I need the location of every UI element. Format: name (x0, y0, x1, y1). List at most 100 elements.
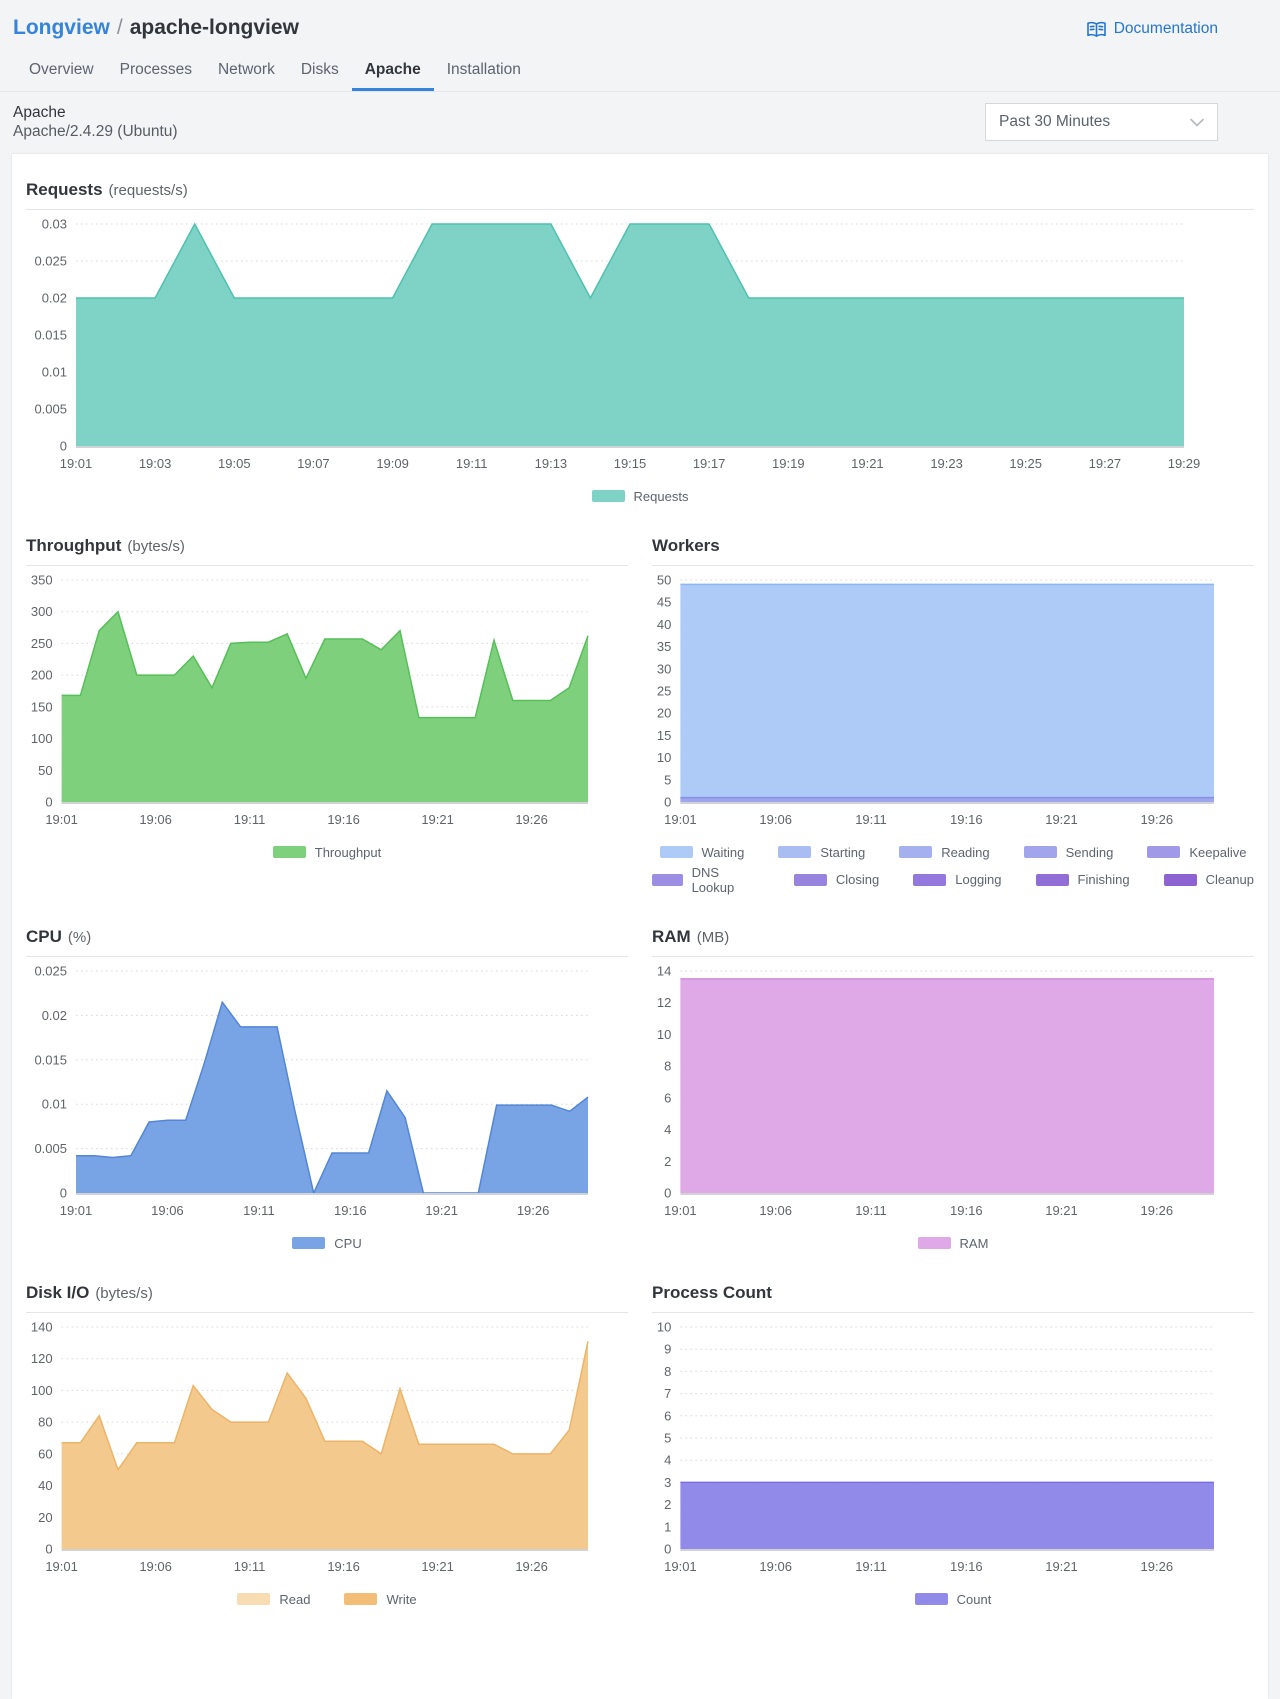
svg-text:0.02: 0.02 (42, 1008, 67, 1023)
page-header: Longview / apache-longview Documentation (0, 0, 1280, 40)
tab-overview[interactable]: Overview (16, 50, 107, 91)
legend-item: Requests (592, 489, 689, 504)
legend-item: Waiting (660, 845, 745, 860)
legend-item: Throughput (273, 845, 382, 860)
svg-text:19:11: 19:11 (234, 812, 266, 827)
legend-label: Sending (1066, 845, 1114, 860)
legend-item: Cleanup (1164, 865, 1254, 895)
svg-text:4: 4 (664, 1452, 671, 1467)
svg-text:12: 12 (657, 995, 671, 1010)
svg-text:19:09: 19:09 (376, 456, 409, 471)
svg-text:19:16: 19:16 (327, 812, 360, 827)
svg-text:0.03: 0.03 (42, 216, 67, 231)
chart-title: CPU (26, 927, 62, 947)
tab-installation[interactable]: Installation (434, 50, 534, 91)
svg-text:19:01: 19:01 (45, 812, 78, 827)
breadcrumb-current: apache-longview (130, 16, 299, 39)
tab-network[interactable]: Network (205, 50, 288, 91)
svg-text:0: 0 (45, 794, 52, 809)
svg-text:19:21: 19:21 (1045, 1559, 1078, 1574)
svg-text:0: 0 (664, 794, 671, 809)
legend-swatch (592, 490, 625, 502)
svg-text:19:01: 19:01 (45, 1559, 78, 1574)
svg-text:50: 50 (38, 763, 52, 778)
svg-text:4: 4 (664, 1122, 671, 1137)
breadcrumb-longview-link[interactable]: Longview (13, 16, 110, 39)
cpu-legend: CPU (26, 1236, 628, 1251)
svg-text:19:26: 19:26 (515, 812, 548, 827)
subheader: Apache Apache/2.4.29 (Ubuntu) Past 30 Mi… (0, 92, 1280, 154)
svg-text:0.015: 0.015 (34, 327, 67, 342)
ram-legend: RAM (652, 1236, 1254, 1251)
svg-text:19:06: 19:06 (759, 812, 792, 827)
legend-item: Finishing (1036, 865, 1130, 895)
legend-item: Write (344, 1592, 416, 1607)
documentation-label: Documentation (1114, 20, 1218, 38)
legend-label: Requests (634, 489, 689, 504)
legend-label: RAM (960, 1236, 989, 1251)
svg-text:19:19: 19:19 (772, 456, 805, 471)
svg-text:40: 40 (38, 1478, 52, 1493)
legend-swatch (913, 874, 946, 886)
legend-label: Logging (955, 872, 1001, 887)
svg-text:19:01: 19:01 (60, 456, 93, 471)
svg-text:2: 2 (664, 1497, 671, 1512)
svg-text:200: 200 (31, 667, 53, 682)
chart-title: Process Count (652, 1283, 772, 1303)
tab-processes[interactable]: Processes (107, 50, 205, 91)
svg-text:19:25: 19:25 (1009, 456, 1042, 471)
tab-disks[interactable]: Disks (288, 50, 352, 91)
svg-text:19:11: 19:11 (855, 812, 887, 827)
svg-text:0.01: 0.01 (42, 364, 67, 379)
legend-label: Starting (820, 845, 865, 860)
svg-text:19:06: 19:06 (759, 1559, 792, 1574)
legend-item: Reading (899, 845, 989, 860)
apache-section-title: Apache (13, 103, 178, 122)
legend-label: Closing (836, 872, 879, 887)
book-icon (1086, 21, 1107, 38)
svg-text:0.025: 0.025 (34, 253, 67, 268)
documentation-link[interactable]: Documentation (1086, 20, 1218, 38)
svg-text:19:16: 19:16 (950, 812, 983, 827)
legend-swatch (1147, 846, 1180, 858)
svg-text:0.005: 0.005 (34, 1141, 67, 1156)
legend-label: Cleanup (1206, 872, 1254, 887)
legend-label: Throughput (315, 845, 382, 860)
svg-text:19:05: 19:05 (218, 456, 251, 471)
svg-text:6: 6 (664, 1408, 671, 1423)
throughput-legend: Throughput (26, 845, 628, 860)
chart-title: Disk I/O (26, 1283, 89, 1303)
svg-text:19:26: 19:26 (1141, 812, 1174, 827)
svg-text:19:21: 19:21 (421, 1559, 454, 1574)
svg-text:30: 30 (657, 661, 671, 676)
tab-apache[interactable]: Apache (352, 50, 434, 91)
svg-text:5: 5 (664, 772, 671, 787)
legend-item: Logging (913, 865, 1001, 895)
chart-title: Workers (652, 536, 720, 556)
svg-text:19:29: 19:29 (1168, 456, 1201, 471)
svg-text:19:27: 19:27 (1089, 456, 1122, 471)
breadcrumb-separator: / (117, 16, 123, 39)
svg-text:2: 2 (664, 1154, 671, 1169)
svg-text:19:26: 19:26 (517, 1203, 550, 1218)
svg-text:140: 140 (31, 1319, 53, 1334)
svg-text:250: 250 (31, 636, 53, 651)
breadcrumb: Longview / apache-longview (13, 16, 299, 40)
svg-text:19:11: 19:11 (243, 1203, 275, 1218)
tab-bar: Overview Processes Network Disks Apache … (0, 50, 1280, 92)
svg-text:19:06: 19:06 (151, 1203, 184, 1218)
legend-item: Keepalive (1147, 845, 1246, 860)
chart-title: RAM (652, 927, 691, 947)
svg-text:19:26: 19:26 (1141, 1203, 1174, 1218)
legend-swatch (273, 846, 306, 858)
legend-swatch (915, 1593, 948, 1605)
svg-text:19:16: 19:16 (950, 1203, 983, 1218)
svg-text:19:01: 19:01 (664, 1203, 697, 1218)
time-range-select[interactable]: Past 30 Minutes (985, 103, 1218, 141)
